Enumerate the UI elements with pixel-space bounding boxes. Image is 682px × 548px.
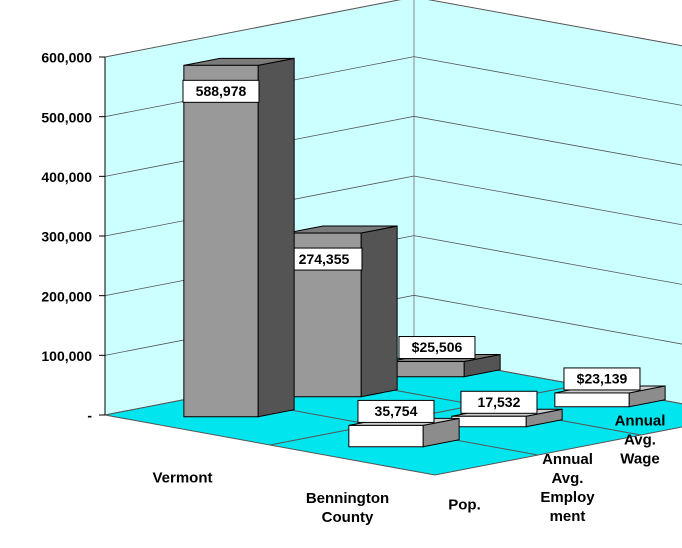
bar: [451, 415, 527, 428]
value-label: 274,355: [299, 251, 350, 267]
value-label-box: [357, 399, 435, 423]
series-label: Annual Avg. Employ ment: [540, 451, 595, 525]
y-tick-label: 200,000: [41, 288, 92, 304]
series-label: Pop.: [448, 496, 481, 514]
value-label-box: [563, 367, 641, 391]
bar: [554, 392, 630, 408]
series-label: Annual Avg. Wage: [614, 412, 666, 468]
value-label-box: [398, 336, 476, 360]
value-label: 17,532: [478, 394, 521, 410]
value-label: $25,506: [412, 339, 463, 355]
bar-side: [257, 57, 295, 418]
y-tick-label: 500,000: [41, 109, 92, 125]
value-label: 35,754: [375, 403, 418, 419]
value-label: 588,978: [196, 83, 247, 99]
y-tick-label: 100,000: [41, 348, 92, 364]
y-tick-label: 400,000: [41, 169, 92, 185]
y-tick-label: 600,000: [41, 50, 92, 66]
value-label: $23,139: [577, 371, 628, 387]
x-tick-label: Bennington County: [305, 490, 390, 526]
y-tick-label: 300,000: [41, 229, 92, 245]
y-tick-label: -: [87, 408, 92, 424]
value-label-box: [460, 390, 538, 414]
grid-line: [104, 0, 682, 58]
bar: [348, 424, 424, 448]
bar-side: [360, 225, 398, 398]
bar: [389, 361, 465, 378]
x-tick-label: Vermont: [152, 469, 213, 487]
bar: [183, 64, 259, 418]
value-label-box: [182, 79, 260, 103]
